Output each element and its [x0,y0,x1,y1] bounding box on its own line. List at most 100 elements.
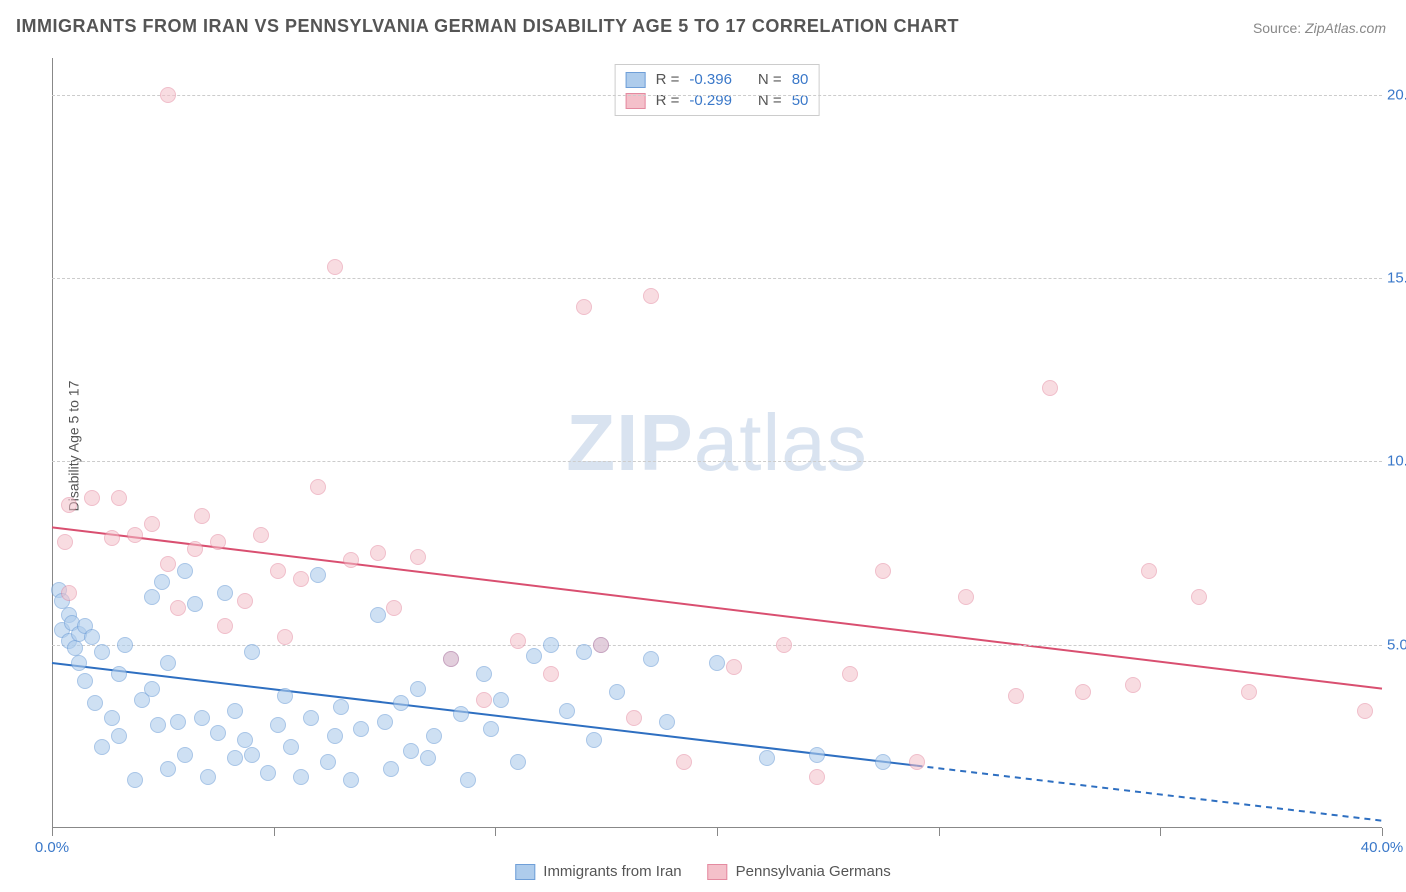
data-point-iran [370,607,386,623]
data-point-pa_german [626,710,642,726]
x-tick-label: 40.0% [1361,839,1404,856]
data-point-pa_german [217,618,233,634]
data-point-pa_german [543,666,559,682]
x-tick [717,828,718,836]
data-point-iran [111,728,127,744]
data-point-iran [210,725,226,741]
data-point-iran [460,772,476,788]
legend-label-iran: Immigrants from Iran [543,863,681,880]
data-point-iran [187,596,203,612]
data-point-iran [283,739,299,755]
data-point-iran [94,644,110,660]
data-point-iran [310,567,326,583]
data-point-iran [659,714,675,730]
x-tick [1382,828,1383,836]
data-point-pa_german [410,549,426,565]
watermark: ZIPatlas [566,397,867,489]
gridline [52,461,1382,462]
stats-legend-box: R = -0.396 N = 80 R = -0.299 N = 50 [615,64,820,116]
data-point-iran [586,732,602,748]
data-point-iran [543,637,559,653]
y-axis-line [52,58,53,828]
data-point-iran [643,651,659,667]
data-point-pa_german [237,593,253,609]
n-label: N = [758,71,782,88]
data-point-pa_german [194,508,210,524]
swatch-iran [626,72,646,88]
data-point-iran [87,695,103,711]
data-point-iran [333,699,349,715]
data-point-pa_german [1141,563,1157,579]
legend-item-iran: Immigrants from Iran [515,863,681,880]
data-point-pa_german [476,692,492,708]
legend-item-pa: Pennsylvania Germans [708,863,891,880]
data-point-iran [476,666,492,682]
bottom-legend: Immigrants from Iran Pennsylvania German… [515,863,890,880]
data-point-pa_german [1357,703,1373,719]
data-point-iran [576,644,592,660]
data-point-pa_german [84,490,100,506]
data-point-iran [144,589,160,605]
data-point-iran [709,655,725,671]
data-point-pa_german [909,754,925,770]
data-point-iran [559,703,575,719]
data-point-iran [809,747,825,763]
r-label: R = [656,71,680,88]
data-point-pa_german [160,87,176,103]
data-point-iran [227,750,243,766]
data-point-iran [353,721,369,737]
data-point-iran [67,640,83,656]
data-point-iran [200,769,216,785]
n-value-iran: 80 [792,71,809,88]
data-point-iran [177,747,193,763]
x-tick [939,828,940,836]
data-point-iran [84,629,100,645]
y-tick-label: 5.0% [1387,636,1406,653]
trend-lines-layer [52,58,1382,828]
data-point-iran [526,648,542,664]
swatch-iran [515,864,535,880]
data-point-pa_german [187,541,203,557]
data-point-iran [160,761,176,777]
data-point-pa_german [576,299,592,315]
data-point-iran [117,637,133,653]
data-point-iran [260,765,276,781]
data-point-iran [144,681,160,697]
data-point-pa_german [386,600,402,616]
data-point-pa_german [643,288,659,304]
legend-label-pa: Pennsylvania Germans [736,863,891,880]
x-tick [274,828,275,836]
data-point-iran [154,574,170,590]
y-tick-label: 15.0% [1387,270,1406,287]
data-point-iran [244,644,260,660]
data-point-pa_german [111,490,127,506]
data-point-pa_german [776,637,792,653]
x-tick [495,828,496,836]
x-tick [1160,828,1161,836]
data-point-iran [71,655,87,671]
data-point-pa_german [1042,380,1058,396]
data-point-pa_german [160,556,176,572]
data-point-iran [343,772,359,788]
data-point-iran [393,695,409,711]
data-point-pa_german [127,527,143,543]
data-point-pa_german [343,552,359,568]
data-point-pa_german [1125,677,1141,693]
chart-title: IMMIGRANTS FROM IRAN VS PENNSYLVANIA GER… [16,16,959,37]
swatch-pa [708,864,728,880]
data-point-iran [759,750,775,766]
data-point-pa_german [676,754,692,770]
data-point-iran [410,681,426,697]
data-point-iran [194,710,210,726]
data-point-pa_german [809,769,825,785]
stats-row-iran: R = -0.396 N = 80 [626,69,809,90]
data-point-iran [377,714,393,730]
gridline [52,95,1382,96]
data-point-iran [244,747,260,763]
data-point-pa_german [61,585,77,601]
data-point-iran [303,710,319,726]
data-point-iran [170,714,186,730]
data-point-iran [383,761,399,777]
data-point-iran [127,772,143,788]
data-point-iran [94,739,110,755]
